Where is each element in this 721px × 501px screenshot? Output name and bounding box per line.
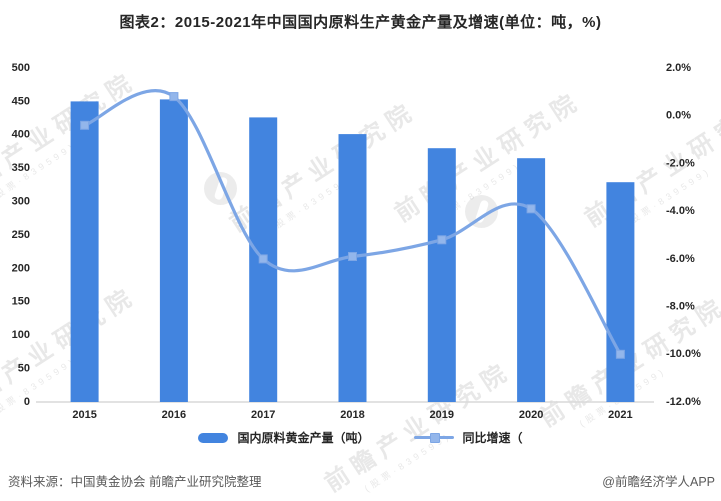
y-left-tick-0: 0 xyxy=(24,396,30,408)
y-right-tick-2.0%: 2.0% xyxy=(666,62,691,74)
legend-item-growth: 同比增速（ xyxy=(413,429,523,446)
y-left-tick-200: 200 xyxy=(12,262,30,274)
bar-2020 xyxy=(517,158,546,402)
y-left-tick-300: 300 xyxy=(12,196,30,208)
bar-2021 xyxy=(606,182,635,402)
x-tick-2021: 2021 xyxy=(608,409,632,421)
growth-marker-2021 xyxy=(615,349,625,359)
y-left-tick-350: 350 xyxy=(12,162,30,174)
chart-title: 图表2：2015-2021年中国国内原料生产黄金产量及增速(单位：吨，%) xyxy=(119,14,602,31)
bar-series-swatch-icon xyxy=(198,432,229,443)
growth-marker-2015 xyxy=(80,120,90,130)
x-tick-2019: 2019 xyxy=(430,409,454,421)
growth-marker-2020 xyxy=(526,204,536,214)
y-right-tick--10.0%: -10.0% xyxy=(666,348,701,360)
data-source-note: 资料来源：中国黄金协会 前瞻产业研究院整理 xyxy=(8,475,262,489)
bar-2016 xyxy=(159,99,188,403)
x-tick-2016: 2016 xyxy=(162,409,186,421)
growth-marker-2016 xyxy=(169,92,179,102)
line-marker-icon xyxy=(429,433,440,443)
growth-marker-2017 xyxy=(258,254,268,264)
y-left-tick-450: 450 xyxy=(12,95,30,107)
legend-label-growth: 同比增速（ xyxy=(462,431,523,445)
y-right-tick--8.0%: -8.0% xyxy=(666,300,695,312)
y-right-tick--2.0%: -2.0% xyxy=(666,157,695,169)
legend-label-production: 国内原料黄金产量（吨） xyxy=(237,431,370,445)
x-tick-2017: 2017 xyxy=(251,409,275,421)
bar-2015 xyxy=(70,101,99,403)
x-tick-2018: 2018 xyxy=(340,409,364,421)
legend-item-production: 国内原料黄金产量（吨） xyxy=(198,429,370,446)
y-right-tick-0.0%: 0.0% xyxy=(666,110,691,122)
bar-2019 xyxy=(427,148,456,402)
y-right-tick--12.0%: -12.0% xyxy=(666,396,701,408)
y-right-tick--6.0%: -6.0% xyxy=(666,253,695,265)
y-left-tick-50: 50 xyxy=(18,363,30,375)
y-left-tick-250: 250 xyxy=(12,229,30,241)
growth-marker-2018 xyxy=(348,252,357,261)
line-series-swatch-icon xyxy=(413,433,454,443)
chart-legend: 国内原料黄金产量（吨） 同比增速（ xyxy=(0,429,721,446)
bar-2018 xyxy=(338,134,367,402)
y-left-tick-400: 400 xyxy=(12,129,30,141)
x-tick-2015: 2015 xyxy=(72,409,96,421)
app-credit: @前瞻经济学人APP xyxy=(602,475,715,489)
y-right-tick--4.0%: -4.0% xyxy=(666,205,695,217)
y-left-tick-100: 100 xyxy=(12,329,30,341)
growth-marker-2019 xyxy=(437,235,447,245)
y-left-tick-150: 150 xyxy=(12,296,30,308)
y-left-tick-500: 500 xyxy=(12,62,30,74)
x-tick-2020: 2020 xyxy=(519,409,543,421)
